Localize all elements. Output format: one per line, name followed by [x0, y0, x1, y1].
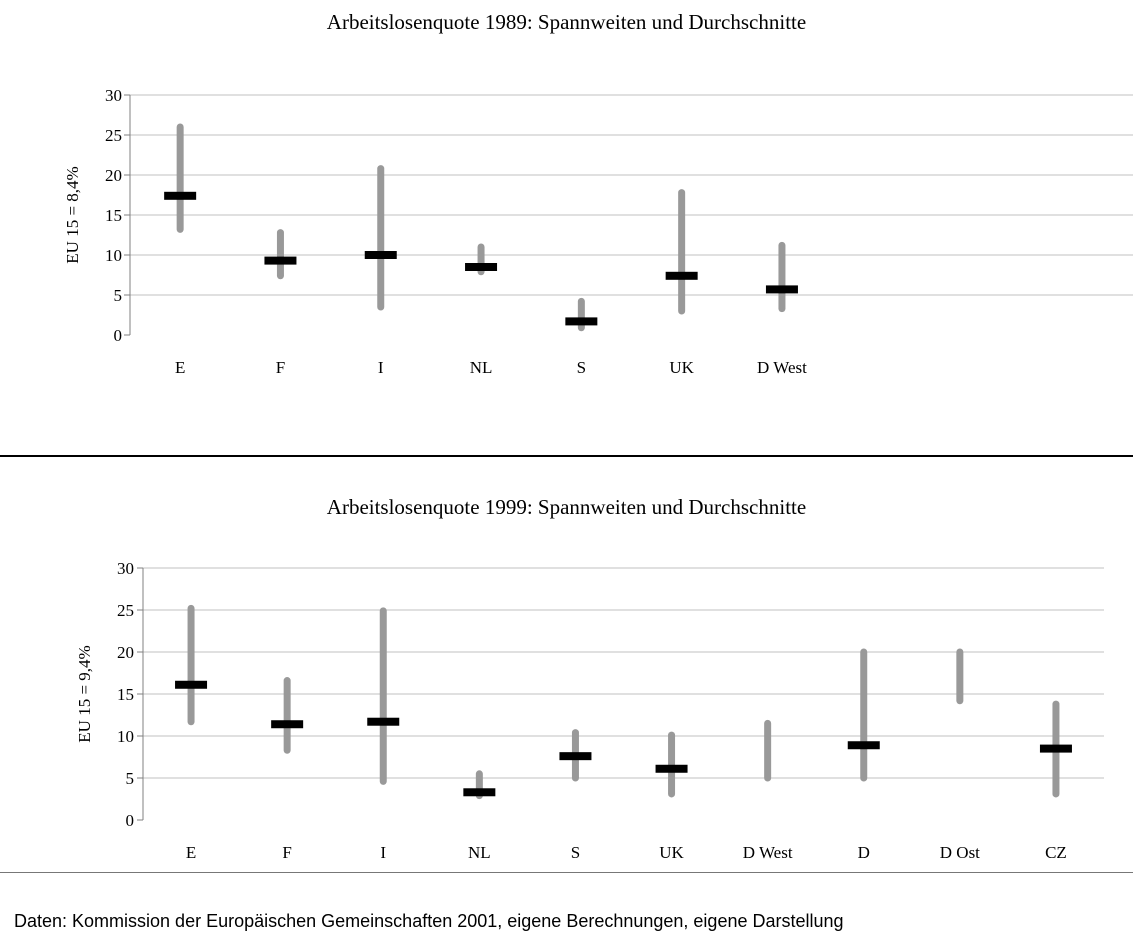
x-tick-label: I	[378, 358, 384, 377]
x-tick-label: NL	[468, 843, 491, 862]
x-tick-label: D	[858, 843, 870, 862]
mean-marker	[264, 256, 297, 265]
x-tick-label: NL	[470, 358, 493, 377]
x-tick-label: D Ost	[940, 843, 980, 862]
mean-marker	[164, 191, 197, 200]
chart-1989: 0 5 10 15 20 25 30 EU 15 = 8,4% E F I NL S UK D West	[63, 86, 1133, 377]
x-tick-label: D West	[757, 358, 807, 377]
y-tick-label: 30	[117, 559, 134, 578]
x-tick-label: UK	[659, 843, 684, 862]
y-axis-label: EU 15 = 8,4%	[63, 166, 82, 263]
y-tick-label: 5	[114, 286, 123, 305]
y-tick-label: 0	[114, 326, 123, 345]
x-tick-label: F	[276, 358, 285, 377]
mean-marker	[655, 764, 688, 773]
x-tick-label: UK	[669, 358, 694, 377]
mean-marker	[559, 752, 592, 761]
y-tick-label: 20	[105, 166, 122, 185]
chart-1999-title: Arbeitslosenquote 1999: Spannweiten und …	[326, 495, 807, 519]
y-tick-label: 30	[105, 86, 122, 105]
source-note: Daten: Kommission der Europäischen Gemei…	[14, 911, 844, 931]
y-tick-label: 15	[105, 206, 122, 225]
mean-marker	[271, 720, 304, 729]
mean-marker	[364, 251, 397, 259]
x-tick-label: F	[282, 843, 291, 862]
y-tick-label: 10	[105, 246, 122, 265]
y-tick-label: 5	[126, 769, 135, 788]
mean-marker	[565, 317, 598, 326]
mean-marker	[847, 741, 880, 750]
mean-marker	[665, 271, 698, 280]
x-tick-label: CZ	[1045, 843, 1067, 862]
y-tick-label: 25	[117, 601, 134, 620]
mean-marker	[175, 680, 208, 689]
mean-marker	[465, 263, 498, 271]
x-tick-label: S	[571, 843, 580, 862]
mean-marker	[765, 285, 798, 294]
mean-marker	[1039, 744, 1072, 753]
x-tick-label: E	[175, 358, 185, 377]
mean-marker	[367, 717, 400, 726]
y-tick-label: 0	[126, 811, 135, 830]
x-tick-label: S	[577, 358, 586, 377]
x-tick-label: I	[380, 843, 386, 862]
y-tick-label: 15	[117, 685, 134, 704]
section-divider	[0, 455, 1133, 457]
y-axis-label: EU 15 = 9,4%	[75, 645, 94, 742]
y-tick-label: 25	[105, 126, 122, 145]
x-tick-label: E	[186, 843, 196, 862]
y-tick-label: 10	[117, 727, 134, 746]
mean-marker	[463, 788, 496, 797]
chart-1989-title: Arbeitslosenquote 1989: Spannweiten und …	[326, 10, 807, 34]
chart-1999: 0 5 10 15 20 25 30 EU 15 = 9,4% E F I NL S UK D West D D…	[75, 559, 1104, 862]
x-tick-label: D West	[743, 843, 793, 862]
footer-divider	[0, 872, 1133, 873]
y-tick-label: 20	[117, 643, 134, 662]
